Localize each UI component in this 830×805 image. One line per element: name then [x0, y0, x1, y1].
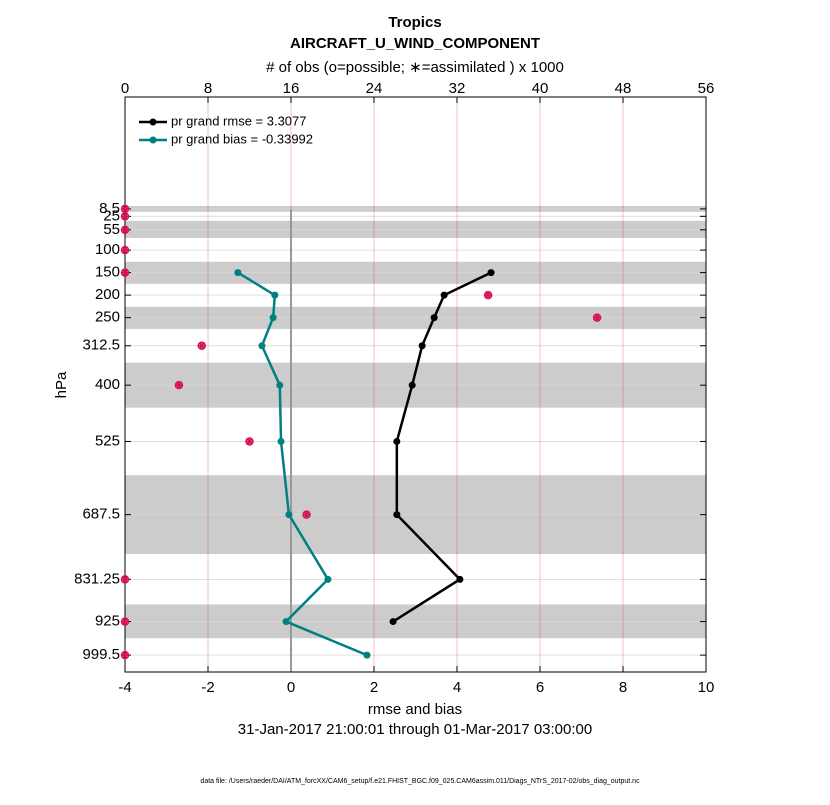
profile-marker	[363, 651, 371, 659]
y-tick-label: 312.5	[82, 337, 120, 354]
profile-marker	[418, 342, 426, 350]
x-tick-label: 6	[536, 679, 544, 696]
y-tick-label: 25	[103, 207, 120, 224]
chart-title: Tropics	[388, 14, 441, 31]
profile-marker	[393, 437, 401, 445]
obs-assimilated	[121, 246, 129, 255]
profile-marker	[430, 314, 438, 322]
date-range: 31-Jan-2017 21:00:01 through 01-Mar-2017…	[238, 721, 592, 738]
profile-marker	[456, 575, 464, 583]
profile-marker	[258, 342, 266, 350]
top-tick-label: 48	[615, 80, 632, 97]
obs-assimilated	[121, 617, 129, 626]
x-tick-label: 0	[287, 679, 295, 696]
footnote: data file: /Users/raeder/DAI/ATM_forcXX/…	[200, 778, 640, 785]
profile-marker	[440, 291, 448, 299]
obs-assimilated	[121, 575, 129, 584]
legend-label: pr grand rmse = 3.3077	[171, 113, 307, 128]
profile-marker	[393, 511, 401, 519]
profile-marker	[276, 381, 284, 389]
obs-assimilated	[174, 381, 183, 390]
y-tick-label: 400	[95, 376, 120, 393]
obs-assimilated	[121, 268, 129, 277]
profile-marker	[487, 269, 495, 277]
profile-marker	[282, 618, 290, 626]
top-tick-label: 24	[366, 80, 383, 97]
profile-marker	[269, 314, 277, 322]
obs-assimilated	[484, 291, 493, 300]
y-tick-label: 687.5	[82, 506, 120, 523]
obs-assimilated	[121, 651, 129, 660]
x-tick-label: 10	[698, 679, 715, 696]
x-axis-label: rmse and bias	[368, 701, 462, 718]
plot-area: 8.52555100150200250312.5400525687.5831.2…	[74, 80, 714, 696]
y-tick-label: 831.25	[74, 570, 120, 587]
obs-assimilated	[302, 510, 311, 519]
profile-marker	[389, 618, 397, 626]
layer-band	[125, 220, 706, 238]
profile-line	[237, 271, 368, 657]
profile-marker	[324, 575, 332, 583]
y-tick-label: 999.5	[82, 646, 120, 663]
x-tick-label: 8	[619, 679, 627, 696]
profile-marker	[234, 269, 242, 277]
top-tick-label: 16	[283, 80, 300, 97]
y-tick-label: 100	[95, 241, 120, 258]
top-tick-label: 8	[204, 80, 212, 97]
y-tick-label: 525	[95, 432, 120, 449]
x-tick-label: 2	[370, 679, 378, 696]
chart-subtitle: AIRCRAFT_U_WIND_COMPONENT	[290, 35, 540, 52]
y-tick-label: 200	[95, 286, 120, 303]
plot-frame	[124, 96, 707, 673]
top-tick-label: 32	[449, 80, 466, 97]
y-tick-label: 55	[103, 221, 120, 238]
y-axis-label: hPa	[53, 371, 70, 398]
profile-marker	[285, 511, 293, 519]
profile-marker	[271, 291, 279, 299]
x-tick-label: 4	[453, 679, 461, 696]
y-tick-label: 8.5	[99, 200, 120, 217]
obs-assimilated	[197, 341, 206, 350]
obs-assimilated	[245, 437, 254, 446]
profile-marker	[277, 437, 285, 445]
legend-marker	[149, 136, 157, 144]
y-tick-label: 250	[95, 309, 120, 326]
obs-assimilated	[121, 225, 129, 234]
obs-assimilated	[121, 212, 129, 221]
obs-assimilated	[121, 204, 129, 213]
x-tick-label: -2	[201, 679, 214, 696]
top-axis-label: # of obs (o=possible; ∗=assimilated ) x …	[266, 59, 564, 76]
top-tick-label: 56	[698, 80, 715, 97]
top-tick-label: 0	[121, 80, 129, 97]
y-tick-label: 925	[95, 613, 120, 630]
legend-marker	[149, 118, 157, 126]
obs-assimilated	[593, 313, 602, 322]
profile-marker	[408, 381, 416, 389]
x-tick-label: -4	[118, 679, 131, 696]
top-tick-label: 40	[532, 80, 549, 97]
legend-label: pr grand bias = -0.33992	[171, 131, 313, 146]
y-tick-label: 150	[95, 264, 120, 281]
